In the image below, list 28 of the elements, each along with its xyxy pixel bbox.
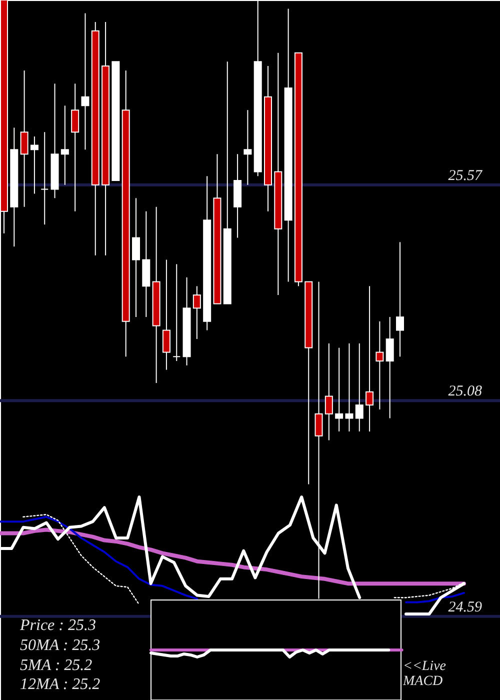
candlestick [396,242,404,358]
candlestick [30,136,38,194]
annotation: 5MA : 25.2 [20,657,92,674]
candlestick [132,198,140,318]
candlestick [355,342,364,432]
candlestick [335,347,344,432]
candlestick [20,70,28,208]
annotation: 50MA : 25.3 [20,637,100,654]
candlestick [386,316,394,419]
candlestick [345,342,354,432]
candlestick [60,105,69,186]
candlestick [81,12,90,150]
candlestick [366,286,374,432]
candlestick [71,83,80,212]
candlestick [324,342,333,441]
ref-line-label: 25.08 [448,384,482,400]
annotation: <<Live [403,659,446,674]
annotation: 12MA : 25.2 [20,676,100,693]
candlestick [192,286,201,340]
ref-line-label: 24.59 [448,599,482,616]
annotation: MACD [402,674,443,689]
annotation: Price : 25.3 [19,617,96,634]
candlestick [40,132,49,226]
candlestick [172,264,181,362]
ref-line-label: 25.57 [448,168,484,184]
candlestick [244,110,252,186]
candlestick [376,320,384,410]
candlestick [162,259,170,370]
